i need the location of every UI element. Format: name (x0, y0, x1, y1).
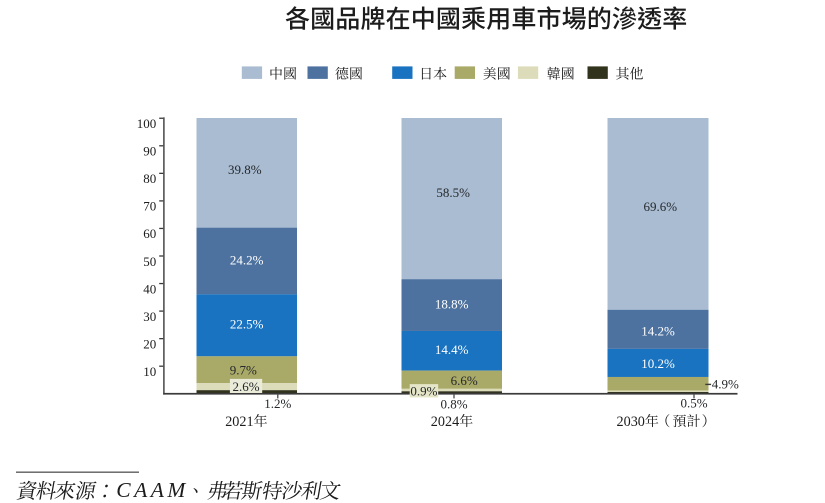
svg-text:18.8%: 18.8% (435, 297, 469, 312)
svg-text:58.5%: 58.5% (436, 185, 470, 200)
svg-text:1.2%: 1.2% (264, 396, 291, 411)
svg-text:9.7%: 9.7% (230, 363, 257, 378)
svg-text:70: 70 (143, 199, 156, 214)
svg-text:39.8%: 39.8% (228, 162, 262, 177)
svg-text:90: 90 (143, 144, 156, 159)
svg-text:2.6%: 2.6% (232, 379, 259, 394)
svg-text:0.8%: 0.8% (440, 396, 467, 411)
svg-text:14.2%: 14.2% (641, 324, 675, 339)
svg-text:4.9%: 4.9% (712, 377, 739, 392)
svg-text:2021: 2021 (225, 414, 253, 430)
svg-text:22.5%: 22.5% (230, 317, 264, 332)
svg-text:40: 40 (143, 281, 156, 296)
svg-text:2030: 2030 (617, 414, 645, 430)
svg-text:30: 30 (143, 309, 156, 324)
svg-text:6.6%: 6.6% (451, 373, 478, 388)
svg-text:10: 10 (143, 364, 156, 379)
svg-text:50: 50 (143, 254, 156, 269)
svg-text:69.6%: 69.6% (644, 199, 678, 214)
svg-text:0.5%: 0.5% (680, 396, 707, 411)
svg-text:CAAM: CAAM (116, 478, 189, 502)
svg-text:0.9%: 0.9% (410, 383, 437, 398)
svg-text:14.4%: 14.4% (435, 342, 469, 357)
svg-text:2024: 2024 (431, 414, 459, 430)
svg-text:20: 20 (143, 336, 156, 351)
svg-text:24.2%: 24.2% (230, 252, 264, 267)
svg-text:60: 60 (143, 226, 156, 241)
svg-text:10.2%: 10.2% (641, 356, 675, 371)
svg-text:100: 100 (137, 116, 157, 131)
svg-text:80: 80 (143, 171, 156, 186)
